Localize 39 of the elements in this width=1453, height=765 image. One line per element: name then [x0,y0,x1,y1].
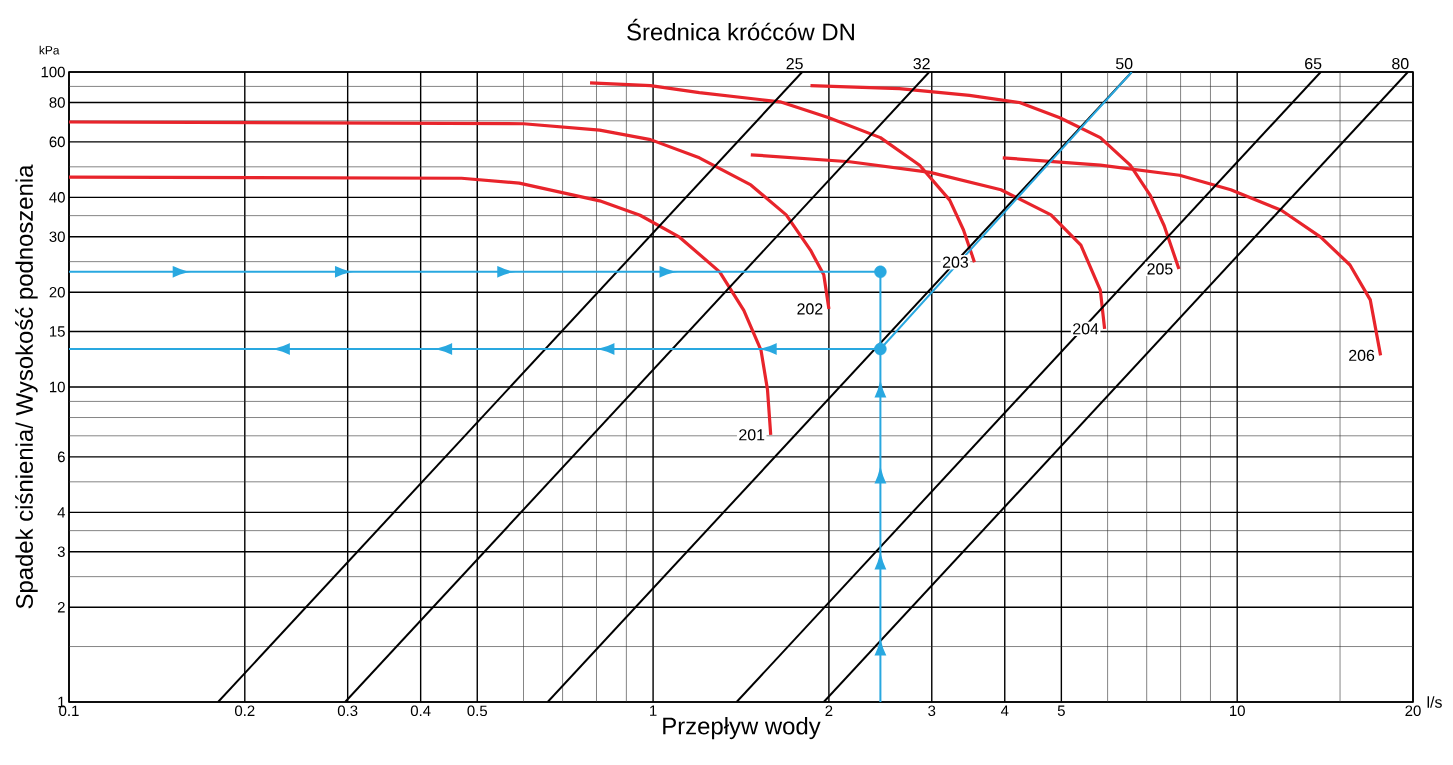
y-tick-label: 3 [57,546,65,557]
x-tick-label: 1 [650,705,657,716]
x-tick-label: 0.3 [337,705,358,717]
text: l/s [1427,696,1442,708]
y-tick-label: 100 [41,66,65,78]
y-tick-label: 2 [57,601,65,613]
series-label: 32 [913,58,930,70]
y-tick-label: 10 [49,381,65,393]
x-tick-label: 5 [1057,705,1065,716]
x-tick-label: 0.4 [410,705,431,717]
series-label: 202 [797,303,823,315]
y-tick-label: 20 [49,286,65,298]
series-label: 65 [1305,58,1322,70]
series-label: 204 [1073,323,1099,335]
y-tick-label: 15 [49,326,65,337]
x-tick-label: 3 [928,705,936,717]
y-tick-label: 6 [57,451,65,463]
series-label: 201 [739,429,765,441]
y-tick-label: 40 [49,192,65,203]
x-tick-label: 0.5 [467,705,488,717]
x-axis-title: Przepływ wody [663,716,821,740]
x-tick-label: 4 [1000,705,1009,716]
y-tick-label: 60 [49,136,65,148]
x-tick-label: 20 [1405,705,1421,717]
series-label: 50 [1115,58,1133,70]
y-tick-label: 30 [49,231,65,242]
y-tick-label: 80 [49,97,65,108]
chart-title: Średnica króćców DN [627,18,854,41]
x-tick-label: 2 [825,705,833,716]
text: kPa [39,45,60,55]
series-label: 203 [942,256,969,268]
y-axis-title: Spadek ciśnienia/ Wysokość podnoszenia [15,164,38,609]
series-label: 206 [1349,349,1375,362]
series-label: 25 [786,58,803,70]
series-label: 205 [1147,263,1173,275]
series-label: 80 [1392,58,1409,70]
x-tick-label: 0.2 [234,705,255,717]
y-tick-label: 4 [57,507,66,518]
x-tick-label: 10 [1230,705,1245,717]
